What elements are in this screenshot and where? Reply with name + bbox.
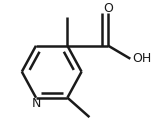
Text: N: N xyxy=(31,97,41,110)
Text: O: O xyxy=(103,2,113,15)
Text: OH: OH xyxy=(132,52,151,65)
